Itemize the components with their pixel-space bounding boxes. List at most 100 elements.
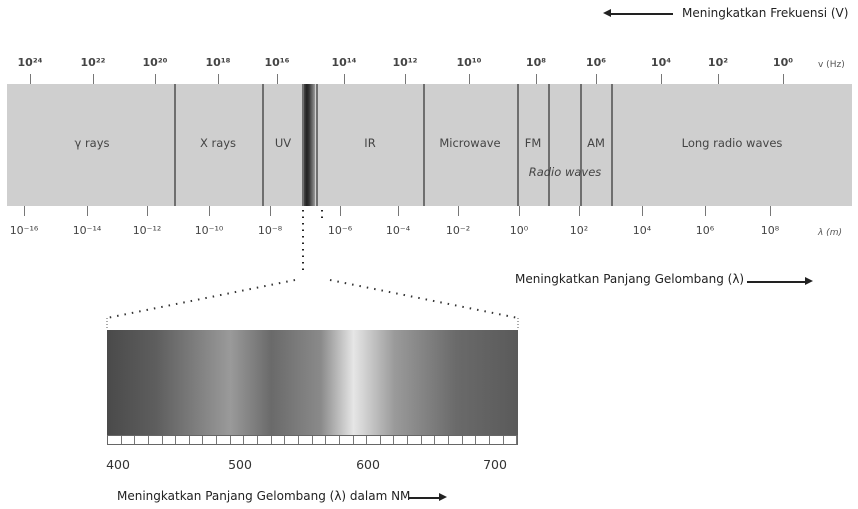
region-uv: UV — [274, 136, 292, 150]
freq-caption: Meningkatkan Frekuensi (V) — [682, 6, 849, 20]
scale-cell — [108, 436, 122, 444]
nanometer-scale-bar — [107, 435, 518, 445]
frequency-tick-label: 10⁴ — [650, 56, 672, 69]
wavelength-tick — [87, 206, 88, 216]
frequency-tick-label: 10¹² — [392, 56, 418, 69]
wavelength-tick — [340, 206, 341, 216]
frequency-tick-label: 10⁶ — [585, 56, 607, 69]
wavelength-tick-label: 10⁻¹⁶ — [9, 224, 39, 237]
spectrum-band — [7, 84, 852, 206]
wavelength-tick-label: 10² — [569, 224, 589, 237]
region-gamma-rays: γ rays — [74, 136, 110, 150]
wavelength-arrow-line — [747, 281, 805, 283]
wavelength-tick — [519, 206, 520, 216]
frequency-tick — [30, 74, 31, 84]
wavelength-tick-label: 10⁸ — [760, 224, 780, 237]
wavelength-tick — [398, 206, 399, 216]
scale-cell — [435, 436, 450, 444]
region-x-rays: X rays — [199, 136, 237, 150]
scale-cell — [504, 436, 518, 444]
frequency-tick-label: 10⁰ — [772, 56, 794, 69]
wavelength-tick-label: 10⁻² — [445, 224, 471, 237]
frequency-tick — [93, 74, 94, 84]
scale-cell — [299, 436, 313, 444]
scale-cell — [476, 436, 490, 444]
frequency-tick-label: 10²⁰ — [142, 56, 168, 69]
scale-cell — [490, 436, 504, 444]
wavelength-tick-label: 10⁻¹⁰ — [194, 224, 224, 237]
frequency-tick — [469, 74, 470, 84]
nanometer-arrow-line — [409, 497, 439, 499]
scale-cell — [122, 436, 136, 444]
scale-cell — [340, 436, 354, 444]
separator-xray-uv — [262, 84, 264, 206]
wavelength-tick-label: 10⁴ — [632, 224, 652, 237]
wavelength-tick — [579, 206, 580, 216]
wavelength-tick-label: 10⁶ — [695, 224, 715, 237]
region-microwave: Microwave — [439, 136, 501, 150]
region-am: AM — [587, 136, 605, 150]
nanometer-tick-label: 700 — [483, 457, 507, 472]
scale-cell — [422, 436, 436, 444]
scale-cell — [367, 436, 381, 444]
wavelength-tick — [24, 206, 25, 216]
scale-cell — [313, 436, 327, 444]
separator-radio-am — [580, 84, 582, 206]
scale-cell — [163, 436, 177, 444]
wavelength-tick-label: 10⁰ — [509, 224, 529, 237]
frequency-tick — [405, 74, 406, 84]
region-ir: IR — [364, 136, 376, 150]
nanometer-tick-label: 600 — [356, 457, 380, 472]
wavelength-tick-label: 10⁻⁴ — [385, 224, 411, 237]
frequency-tick — [536, 74, 537, 84]
scale-cell — [285, 436, 299, 444]
separator-fm-radio — [548, 84, 550, 206]
scale-cell — [231, 436, 245, 444]
nanometer-tick-label: 400 — [106, 457, 130, 472]
separator-microwave-fm — [517, 84, 519, 206]
frequency-tick — [344, 74, 345, 84]
separator-ir-microwave — [423, 84, 425, 206]
nanometer-caption: Meningkatkan Panjang Gelombang (λ) dalam… — [117, 489, 411, 503]
wavelength-tick — [458, 206, 459, 216]
separator-uv-visible — [302, 84, 304, 206]
scale-cell — [408, 436, 422, 444]
wavelength-tick — [642, 206, 643, 216]
scale-cell — [217, 436, 231, 444]
frequency-tick-label: 10²⁴ — [17, 56, 43, 69]
wavelength-tick-label: 10⁻⁶ — [327, 224, 353, 237]
region-radio-waves: Radio waves — [528, 165, 602, 179]
scale-cell — [449, 436, 463, 444]
wavelength-tick — [770, 206, 771, 216]
scale-cell — [258, 436, 272, 444]
visible-spectrum-zoom — [107, 330, 518, 435]
scale-cell — [149, 436, 163, 444]
visible-light-strip — [303, 84, 315, 206]
scale-cell — [326, 436, 340, 444]
frequency-tick — [277, 74, 278, 84]
frequency-tick — [718, 74, 719, 84]
region-long-radio-waves: Long radio waves — [681, 136, 783, 150]
scale-cell — [176, 436, 190, 444]
frequency-tick-label: 10⁸ — [525, 56, 547, 69]
scale-cell — [394, 436, 409, 444]
freq-arrow-line — [609, 13, 673, 15]
scale-cell — [135, 436, 149, 444]
wavelength-arrow-head — [805, 277, 813, 285]
region-fm: FM — [524, 136, 542, 150]
wavelength-tick-label: 10⁻⁸ — [257, 224, 283, 237]
frequency-tick — [218, 74, 219, 84]
wavelength-tick — [705, 206, 706, 216]
scale-cell — [190, 436, 204, 444]
scale-cell — [272, 436, 286, 444]
zoom-right-diagonal — [329, 279, 519, 319]
frequency-tick-label: 10² — [707, 56, 729, 69]
scale-cell — [203, 436, 218, 444]
wavelength-tick-label: 10⁻¹⁴ — [72, 224, 102, 237]
frequency-tick — [596, 74, 597, 84]
frequency-tick-label: 10¹⁸ — [205, 56, 231, 69]
scale-cell — [463, 436, 477, 444]
nanometer-tick-label: 500 — [228, 457, 252, 472]
zoom-left-diagonal — [106, 279, 296, 319]
